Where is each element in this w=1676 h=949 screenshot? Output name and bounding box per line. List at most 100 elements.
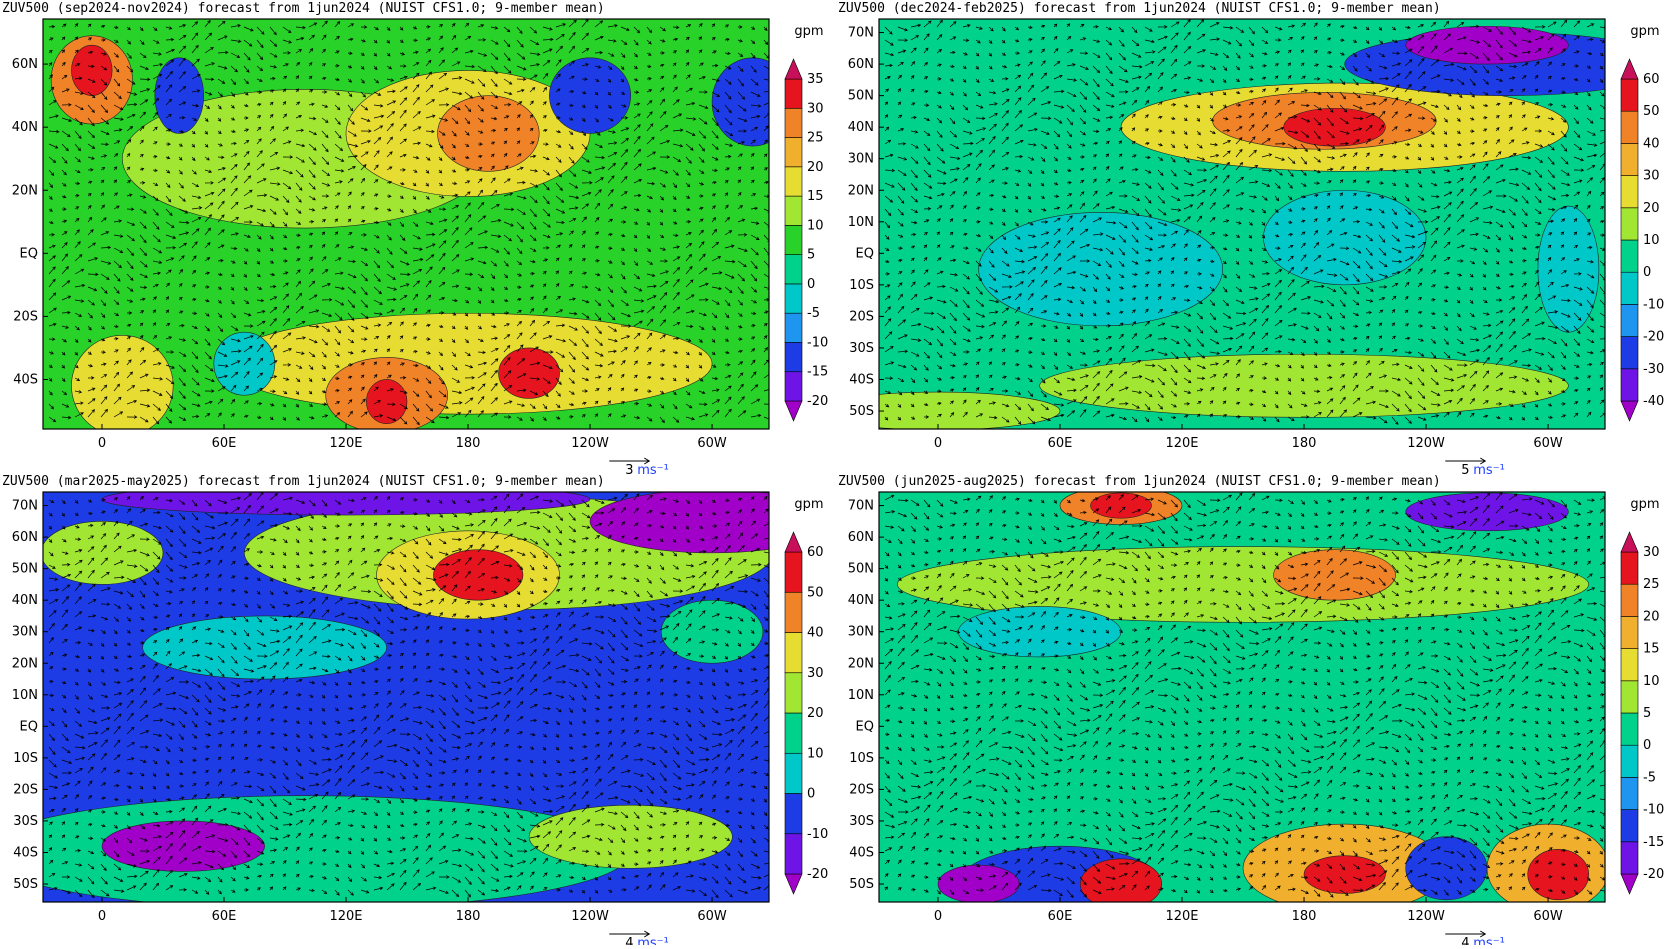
lat-label: 50S [849, 877, 874, 892]
field-blob [1090, 492, 1152, 519]
lon-label: 180 [456, 909, 481, 924]
lat-label: 50N [12, 562, 38, 577]
colorbar-box [784, 107, 803, 138]
lon-label: 60W [697, 909, 727, 924]
colorbar-label: 50 [807, 585, 824, 600]
colorbar-label: -20 [807, 867, 828, 882]
lat-label: 70N [848, 26, 874, 41]
field-blob [528, 804, 733, 869]
ref-value: 5 [1461, 463, 1469, 478]
lon-label: 0 [98, 436, 106, 451]
colorbar-box [1620, 809, 1639, 843]
field-blob [154, 57, 204, 134]
ref-value: 3 [625, 463, 633, 478]
colorbar-label: 30 [807, 666, 824, 681]
colorbar-label: 35 [807, 72, 824, 87]
map-frame [878, 18, 1606, 430]
colorbar-label: -5 [807, 306, 820, 321]
lon-label: 120E [329, 909, 362, 924]
colorbar-top [1620, 531, 1639, 553]
lat-label: EQ [20, 246, 38, 261]
colorbar-box [1620, 744, 1639, 778]
lon-label: 60E [1048, 436, 1073, 451]
field-blob [958, 606, 1122, 658]
lon-label: 180 [1292, 909, 1317, 924]
lat-label: 20N [848, 183, 874, 198]
colorbar-box [1620, 175, 1639, 209]
field-blob [1405, 836, 1488, 901]
colorbar-label: 10 [807, 218, 824, 233]
colorbar-label: 5 [807, 248, 815, 263]
lat-label: 30N [848, 152, 874, 167]
field-blob [101, 492, 591, 516]
lat-label: 30N [848, 625, 874, 640]
colorbar-label: 25 [1643, 577, 1660, 592]
colorbar-label: 30 [807, 101, 824, 116]
lon-label: 180 [456, 436, 481, 451]
colorbar-bottom [1620, 873, 1639, 895]
colorbar-bottom [1620, 400, 1639, 422]
colorbar-box [1620, 777, 1639, 810]
colorbar-box [1620, 551, 1639, 585]
colorbar-label: -20 [1643, 867, 1664, 882]
lat-label: EQ [856, 719, 874, 734]
field-blob [1537, 205, 1600, 333]
lat-label: 40S [13, 845, 38, 860]
field-blob [1405, 25, 1569, 65]
lon-label: 120W [1407, 909, 1445, 924]
lat-label: EQ [20, 719, 38, 734]
field-blob [142, 615, 387, 680]
colorbar-box [784, 137, 803, 168]
colorbar-label: -30 [1643, 362, 1664, 377]
colorbar-box [784, 712, 803, 754]
colorbar-label: -20 [1643, 330, 1664, 345]
colorbar-box [1620, 583, 1639, 617]
colorbar-label: 20 [807, 160, 824, 175]
lon-label: 0 [934, 436, 942, 451]
colorbar-label: 25 [807, 131, 824, 146]
unit-label: gpm [794, 497, 823, 512]
lat-label: 40N [848, 593, 874, 608]
map-panel: ZUV500 (mar2025-may2025) forecast from 1… [2, 474, 828, 949]
lat-label: 70N [12, 499, 38, 514]
colorbar-label: 20 [807, 706, 824, 721]
colorbar-label: 5 [1643, 706, 1651, 721]
lat-label: 50N [848, 89, 874, 104]
colorbar-box [1620, 207, 1639, 241]
colorbar-label: 30 [1643, 545, 1660, 560]
colorbar-box [1620, 78, 1639, 112]
colorbar-box [784, 672, 803, 714]
lat-label: 30S [849, 341, 874, 356]
unit-label: gpm [794, 24, 823, 39]
lon-label: 180 [1292, 436, 1317, 451]
lon-label: 120E [1165, 436, 1198, 451]
lon-label: 120E [1165, 909, 1198, 924]
colorbar-label: 30 [1643, 169, 1660, 184]
ref-unit: ms⁻¹ [1473, 936, 1505, 945]
lat-label: 20N [848, 656, 874, 671]
colorbar-label: 0 [1643, 738, 1651, 753]
colorbar-box [1620, 841, 1639, 875]
colorbar-label: 50 [1643, 104, 1660, 119]
lat-label: 70N [848, 499, 874, 514]
ref-value: 4 [1461, 936, 1469, 945]
field-blob [43, 795, 631, 902]
contour-field [879, 492, 1605, 902]
field-blob [213, 331, 276, 396]
lat-label: 50S [849, 404, 874, 419]
lat-label: 20S [849, 309, 874, 324]
colorbar-box [784, 342, 803, 373]
map-panel: ZUV500 (jun2025-aug2025) forecast from 1… [838, 474, 1664, 949]
wind-vectors [884, 492, 1605, 899]
panel-title: ZUV500 (jun2025-aug2025) forecast from 1… [838, 474, 1441, 489]
field-blob [897, 546, 1590, 623]
lat-label: 40S [13, 372, 38, 387]
field-blob [1273, 549, 1396, 601]
panel-title: ZUV500 (dec2024-feb2025) forecast from 1… [838, 1, 1441, 16]
colorbar-box [1620, 143, 1639, 176]
colorbar-box [784, 166, 803, 197]
ref-vector [609, 930, 651, 938]
colorbar-label: 20 [1643, 609, 1660, 624]
